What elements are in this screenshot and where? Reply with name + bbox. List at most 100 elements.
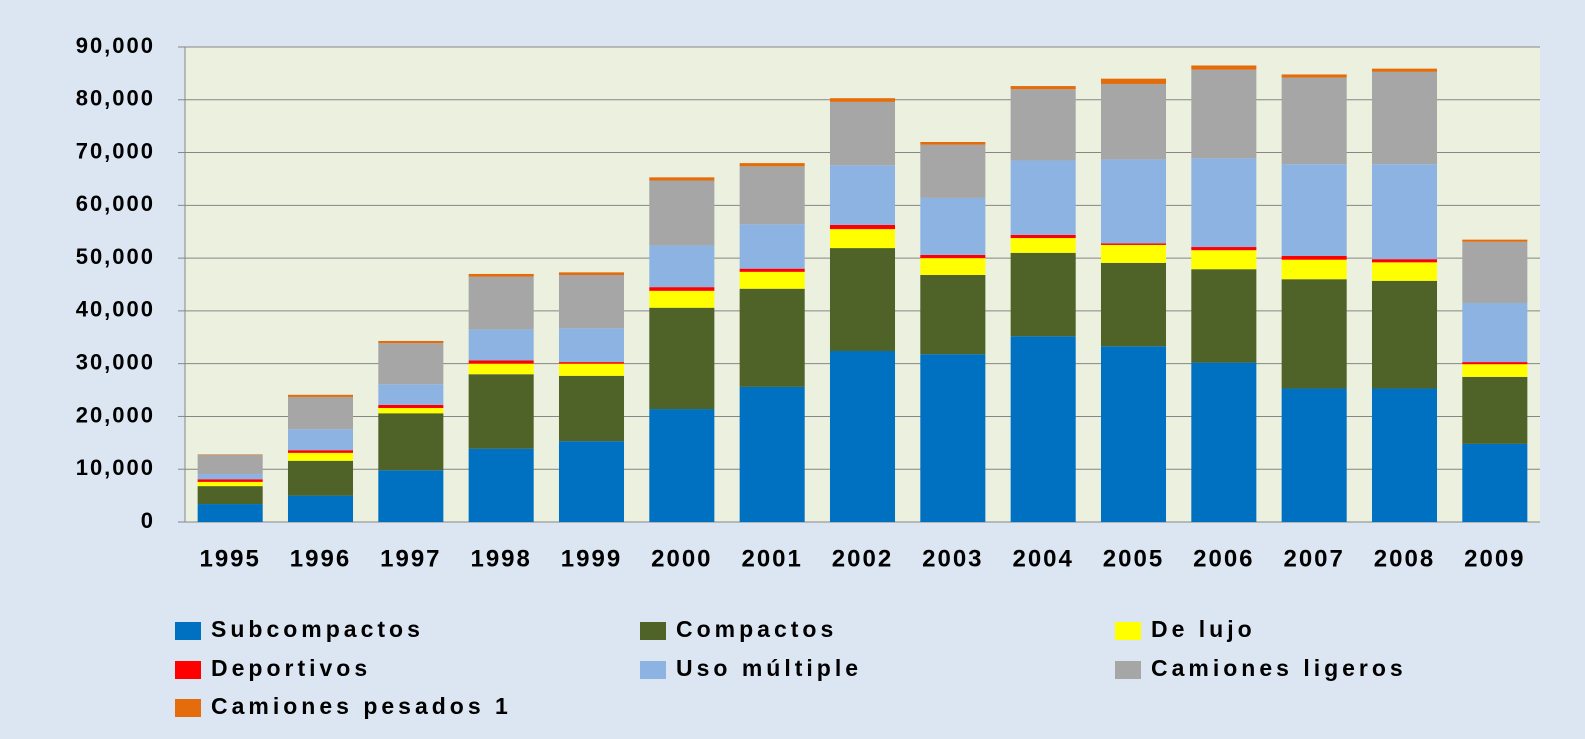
bar-segment [558,275,625,329]
legend-swatch [175,661,201,679]
x-tick-label: 1999 [561,545,622,572]
legend-swatch [175,622,201,640]
bar-segment [378,340,444,344]
bar-segment [197,479,263,482]
y-tick-label: 80,000 [76,86,155,111]
bar-segment [1010,252,1076,337]
bar-segment [1100,243,1167,245]
legend-label: Deportivos [211,655,371,681]
bar-segment [197,454,263,474]
bar-segment [197,454,263,455]
y-tick-label: 90,000 [76,33,155,58]
x-tick-label: 2004 [1012,545,1073,572]
bar-segment [1462,302,1528,363]
bar-segment [1462,364,1528,377]
bar-segment [1100,83,1167,160]
bar-segment [920,354,986,522]
bar-segment [197,486,263,505]
bar-segment [287,396,354,430]
legend-swatch [1115,622,1141,640]
bar-segment [378,404,444,408]
bar-segment [1281,74,1347,78]
bar-segment [287,429,354,451]
legend-swatch [175,699,201,717]
bar-segment [287,452,354,461]
bar-segment [649,287,715,291]
y-tick-label: 70,000 [76,138,155,163]
bar-segment [920,142,986,145]
bar-segment [649,290,715,308]
bar-segment [1281,164,1347,256]
bar-segment [558,375,625,442]
bar-segment [1100,262,1167,347]
bar-segment [287,495,354,522]
bar-segment [287,394,354,397]
bar-segment [558,362,625,364]
bar-segment [468,276,534,330]
bar-segment [739,268,805,272]
bar-segment [468,363,534,375]
bar-segment [829,98,896,102]
bar-segment [1010,160,1076,235]
bar-segment [1462,362,1528,365]
x-tick-label: 2001 [741,545,802,572]
bar-segment [1462,376,1528,444]
bar-segment [468,374,534,449]
bar-segment [197,473,263,480]
bar-segment [1371,259,1438,263]
x-tick-label: 2009 [1464,545,1525,572]
bar-segment [1100,244,1167,263]
bar-segment [1281,388,1347,522]
x-tick-label: 2006 [1193,545,1254,572]
bar-segment [1100,159,1167,244]
bar-segment [649,177,715,181]
bar-segment [558,272,625,275]
x-tick-label: 1997 [380,545,441,572]
bar-segment [1371,68,1438,72]
bar-segment [739,224,805,269]
y-tick-label: 0 [141,508,155,533]
bar-segment [378,413,444,471]
bar-segment [558,441,625,522]
legend-label: Subcompactos [211,616,424,642]
bar-segment [1462,239,1528,242]
bar-segment [468,273,534,277]
bar-segment [1371,164,1438,260]
x-tick-label: 2008 [1374,545,1435,572]
legend-label: Camiones pesados 1 [211,693,512,719]
bar-segment [468,448,534,522]
bar-segment [1010,238,1076,253]
bar-segment [1010,89,1076,161]
x-tick-label: 2000 [651,545,712,572]
bar-segment [1462,443,1528,522]
bar-segment [1100,78,1167,84]
bar-segment [739,166,805,225]
bar-segment [1191,269,1257,363]
bar-segment [920,254,986,259]
legend-label: Compactos [676,616,837,642]
bar-segment [378,384,444,405]
bar-segment [1462,241,1528,303]
bar-segment [920,258,986,275]
x-tick-label: 2005 [1103,545,1164,572]
bar-segment [739,288,805,387]
bar-segment [1191,65,1257,70]
bar-segment [1191,69,1257,159]
y-tick-label: 20,000 [76,402,155,427]
x-tick-label: 1995 [199,545,260,572]
bar-segment [1281,259,1347,280]
bar-segment [920,275,986,355]
bar-segment [1371,280,1438,389]
bar-segment [468,360,534,364]
x-tick-label: 1996 [290,545,351,572]
legend-swatch [640,661,666,679]
bar-segment [1010,336,1076,522]
y-tick-label: 50,000 [76,244,155,269]
bar-segment [649,245,715,288]
bar-segment [829,101,896,166]
bar-segment [1010,86,1076,90]
bar-segment [378,470,444,522]
x-tick-label: 2007 [1283,545,1344,572]
bar-segment [287,450,354,453]
y-tick-label: 30,000 [76,349,155,374]
